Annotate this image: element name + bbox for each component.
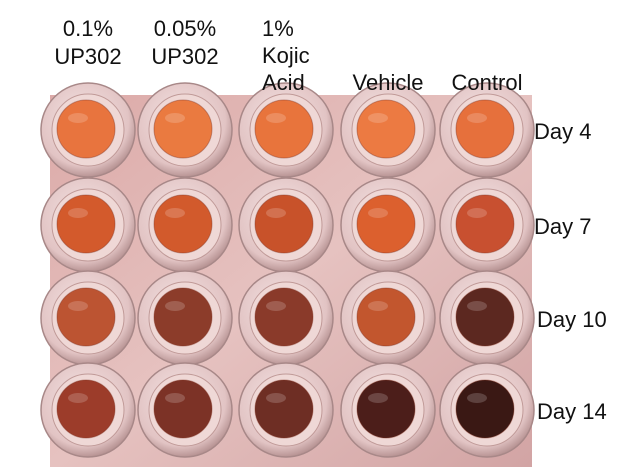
well-highlight <box>368 393 388 403</box>
well-culture <box>356 194 416 254</box>
well-culture <box>455 287 515 347</box>
well-culture <box>254 287 314 347</box>
well-highlight <box>368 301 388 311</box>
well-culture <box>455 99 515 159</box>
well-culture <box>455 379 515 439</box>
well-culture <box>56 99 116 159</box>
well-highlight <box>368 113 388 123</box>
well-culture <box>356 99 416 159</box>
row-label: Day 14 <box>537 399 607 424</box>
well-culture <box>56 287 116 347</box>
well-highlight <box>165 208 185 218</box>
row-label: Day 10 <box>537 307 607 332</box>
well-highlight <box>68 113 88 123</box>
well-culture <box>153 99 213 159</box>
well-highlight <box>68 393 88 403</box>
column-label: Control <box>452 70 523 95</box>
column-label: 1% <box>262 16 294 41</box>
column-label: Vehicle <box>353 70 424 95</box>
well-highlight <box>165 113 185 123</box>
well-highlight <box>467 301 487 311</box>
well-culture <box>254 194 314 254</box>
well-highlight <box>165 301 185 311</box>
well-highlight <box>266 301 286 311</box>
column-label: UP302 <box>151 44 218 69</box>
well-culture <box>153 194 213 254</box>
well-culture <box>254 99 314 159</box>
well-culture <box>455 194 515 254</box>
well-culture <box>56 379 116 439</box>
well-highlight <box>467 393 487 403</box>
well-highlight <box>266 208 286 218</box>
column-label: 0.1% <box>63 16 113 41</box>
well-highlight <box>368 208 388 218</box>
row-label: Day 4 <box>534 119 591 144</box>
row-label: Day 7 <box>534 214 591 239</box>
well-culture <box>254 379 314 439</box>
well-highlight <box>165 393 185 403</box>
well-culture <box>356 379 416 439</box>
well-highlight <box>68 301 88 311</box>
well-highlight <box>266 393 286 403</box>
well-culture <box>153 379 213 439</box>
well-culture <box>356 287 416 347</box>
well-highlight <box>266 113 286 123</box>
column-label: 0.05% <box>154 16 216 41</box>
well-culture <box>153 287 213 347</box>
well-culture <box>56 194 116 254</box>
column-label: Acid <box>262 70 305 95</box>
well-highlight <box>467 113 487 123</box>
column-label: UP302 <box>54 44 121 69</box>
well-highlight <box>467 208 487 218</box>
well-highlight <box>68 208 88 218</box>
column-label: Kojic <box>262 43 310 68</box>
